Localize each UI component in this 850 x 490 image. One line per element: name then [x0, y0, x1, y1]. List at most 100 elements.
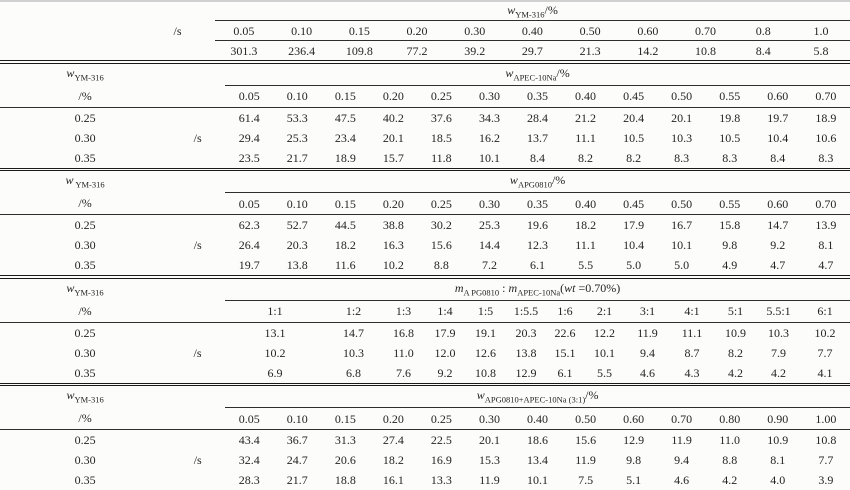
value-cell: 31.3: [334, 433, 356, 447]
data-row: 0.25 62.3 52.7 44.5 38.8 30.2 25.3 19.6 18.2 17.9…: [0, 215, 850, 236]
value-cell: 16.9: [430, 453, 452, 467]
empty-cell: [170, 64, 225, 86]
unit-cell: /s: [193, 238, 202, 252]
value-cell: 9.8: [626, 453, 642, 467]
col-header: 0.35: [513, 85, 562, 108]
value-cell: 20.1: [671, 110, 693, 125]
value-cell: 10.8: [695, 43, 717, 58]
col-header: 1:5.5: [506, 300, 546, 323]
empty-cell: [170, 215, 225, 236]
value-cell: 20.3: [515, 325, 537, 340]
col-header: 0.60: [609, 407, 658, 430]
col-header: 1:2: [325, 300, 382, 323]
value-cell: 11.9: [671, 433, 692, 447]
value-cell: 20.1: [478, 433, 500, 447]
value-cell: 21.3: [579, 43, 601, 58]
variable-name: w: [509, 173, 518, 188]
value-cell: 236.4: [288, 43, 316, 58]
value-cell: 30.2: [430, 218, 452, 232]
value-cell: 10.5: [623, 130, 645, 145]
data-row: 0.25 43.4 36.7 31.3 27.4 22.5 20.1 18.6 15.6 12.9…: [0, 430, 850, 451]
col-header: 0.35: [513, 192, 562, 215]
empty-cell: [170, 192, 226, 215]
empty-cell: [170, 430, 225, 451]
empty-cell: [170, 85, 226, 108]
value-cell: 4.9: [722, 258, 738, 272]
value-cell: 11.0: [393, 345, 414, 360]
value-cell: 8.2: [578, 150, 594, 165]
value-cell: 6.9: [267, 365, 283, 380]
value-cell: 15.8: [719, 218, 741, 232]
empty-cell: [170, 322, 225, 343]
value-cell: 13.3: [430, 473, 452, 487]
col-header: 0.70: [801, 192, 850, 215]
table-section-3: w YM-316 wAPG0810/%/% 0.05 0.10 0.15 0.20 0.25…: [0, 171, 850, 275]
col-header: 0.50: [561, 20, 619, 41]
col-header: 2:1: [584, 300, 625, 323]
column-header-row: /s 0.05 0.10 0.15 0.20 0.30 0.40 0.50 0.60 0.70 0.…: [0, 20, 850, 41]
value-cell: 16.2: [478, 130, 500, 145]
value-cell: 4.1: [817, 365, 833, 380]
table-section-5: wYM-316 wAPG0810+APEC-10Na (3:1)/%/% 0.05 0…: [0, 386, 850, 490]
value-cell: 4.2: [728, 365, 743, 380]
value-cell: 10.3: [343, 345, 364, 360]
col-header: 0.30: [465, 407, 514, 430]
value-cell: 11.9: [479, 473, 500, 487]
row-label: 0.30: [74, 345, 96, 360]
value-cell: 15.7: [382, 150, 404, 165]
col-header: 0.70: [801, 85, 850, 108]
value-cell: 32.4: [238, 453, 260, 467]
span-header-row: wYM-316 mA PG0810 : mAPEC-10Na(wt =0.70%): [0, 278, 850, 301]
col-header: 0.20: [369, 192, 418, 215]
value-cell: 10.9: [767, 433, 789, 447]
unit-cell: /s: [173, 23, 182, 38]
value-cell: 10.6: [815, 130, 837, 145]
value-cell: 16.3: [382, 238, 404, 252]
value-cell: 18.2: [575, 218, 597, 232]
text-part: /%: [544, 2, 558, 17]
value-cell: 24.7: [286, 453, 308, 467]
value-cell: 14.2: [637, 43, 659, 58]
value-cell: 18.9: [815, 110, 837, 125]
col-header: 0.20: [369, 407, 418, 430]
subscript: APEC-10Na: [513, 71, 557, 82]
col-header: 0.10: [273, 407, 322, 430]
data-row: 0.30/s 32.4 24.7 20.6 18.2 16.9 15.3 13.4 11.9 9.…: [0, 450, 850, 470]
left-unit-cell: /%: [0, 300, 170, 323]
text-part: :: [499, 280, 509, 295]
row-label: 0.25: [74, 433, 96, 447]
value-cell: 9.4: [640, 345, 655, 360]
subscript: APEC-10Na: [517, 286, 561, 297]
value-cell: 10.4: [767, 130, 789, 145]
value-cell: 27.4: [382, 433, 404, 447]
value-cell: 5.5: [578, 258, 594, 272]
value-cell: 11.1: [575, 130, 596, 145]
empty-cell: [0, 41, 140, 61]
value-cell: 13.1: [264, 325, 286, 340]
col-header: 0.05: [215, 20, 273, 41]
value-cell: 18.9: [334, 150, 356, 165]
data-row: 0.25 61.4 53.3 47.5 40.2 37.6 34.3 28.4 21.2 20.4…: [0, 107, 850, 128]
value-cell: 5.8: [813, 43, 829, 58]
value-cell: 9.2: [437, 365, 453, 380]
table-section-2: wYM-316 wAPEC-10Na/%/% 0.05 0.10 0.15 0.20 0.2…: [0, 63, 850, 168]
variable-name: w: [476, 388, 485, 403]
span-header: wAPG0810+APEC-10Na (3:1)/%: [225, 386, 850, 408]
value-cell: 4.7: [770, 258, 786, 272]
value-cell: 15.1: [554, 345, 576, 360]
value-cell: 7.5: [578, 473, 594, 487]
value-cell: 5.0: [674, 258, 690, 272]
value-cell: 18.5: [430, 130, 452, 145]
col-header: 0.05: [225, 407, 274, 430]
value-cell: 8.8: [433, 258, 449, 272]
col-header: 0.15: [330, 20, 389, 41]
col-header: 1:4: [425, 300, 465, 323]
col-header: 0.30: [445, 20, 504, 41]
data-row: 0.30/s 10.2 10.3 11.0 12.0 12.6 13.8 15.1 10.1 9.…: [0, 343, 850, 363]
value-cell: 36.7: [286, 433, 308, 447]
variable-name: w: [505, 65, 514, 80]
value-cell: 4.3: [684, 365, 700, 380]
col-header: 1:3: [382, 300, 425, 323]
value-cell: 21.7: [286, 473, 308, 487]
